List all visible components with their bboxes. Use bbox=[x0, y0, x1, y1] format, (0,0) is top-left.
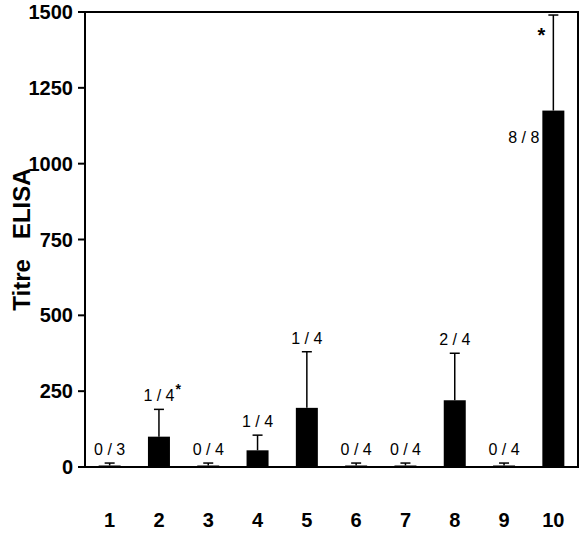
x-tick-label: 6 bbox=[351, 509, 362, 531]
bar bbox=[197, 465, 219, 467]
x-tick-label: 1 bbox=[104, 509, 115, 531]
x-tick-label: 5 bbox=[301, 509, 312, 531]
plot-frame bbox=[85, 12, 578, 467]
responder-label: 0 / 4 bbox=[341, 441, 372, 458]
x-tick-label: 3 bbox=[203, 509, 214, 531]
bar bbox=[394, 465, 416, 467]
error-bar bbox=[450, 353, 460, 400]
chart-container: 0 250 500 750 1000 1250 1500 Titre ELISA 1 2 3 4 5 6 7… bbox=[0, 0, 583, 543]
responder-label: 8 / 8 bbox=[508, 129, 539, 146]
x-tick-label: 8 bbox=[449, 509, 460, 531]
error-line bbox=[257, 435, 259, 450]
y-axis-label: Titre ELISA bbox=[8, 168, 35, 310]
y-tick bbox=[78, 163, 85, 165]
responder-label: 1 / 4 bbox=[143, 387, 174, 404]
x-tick-label: 4 bbox=[252, 509, 264, 531]
error-bar bbox=[499, 463, 509, 465]
error-bar bbox=[548, 15, 558, 111]
error-cap bbox=[548, 14, 558, 16]
y-tick bbox=[78, 390, 85, 392]
y-tick bbox=[78, 239, 85, 241]
y-tick bbox=[78, 87, 85, 89]
responder-label: 0 / 4 bbox=[193, 441, 224, 458]
bar bbox=[99, 465, 121, 467]
x-tick-label: 10 bbox=[542, 509, 564, 531]
error-bar bbox=[203, 463, 213, 465]
error-cap bbox=[203, 462, 213, 464]
y-tick bbox=[78, 314, 85, 316]
x-tick-label: 9 bbox=[498, 509, 509, 531]
x-tick-label: 2 bbox=[153, 509, 164, 531]
responder-label: 2 / 4 bbox=[439, 331, 470, 348]
y-tick-label: 750 bbox=[40, 229, 73, 251]
error-line bbox=[553, 15, 555, 111]
error-bar bbox=[302, 352, 312, 408]
error-cap bbox=[351, 462, 361, 464]
error-line bbox=[454, 353, 456, 400]
y-tick bbox=[78, 466, 85, 468]
bars bbox=[99, 15, 565, 467]
error-cap bbox=[450, 353, 460, 355]
error-bar bbox=[105, 463, 115, 465]
error-line bbox=[158, 409, 160, 436]
error-bar bbox=[253, 435, 263, 450]
y-tick-label: 0 bbox=[62, 456, 73, 478]
significance-mark: * bbox=[538, 24, 546, 46]
error-cap bbox=[105, 462, 115, 464]
y-tick-label: 1250 bbox=[29, 77, 74, 99]
responder-label: 0 / 4 bbox=[390, 441, 421, 458]
significance-mark: * bbox=[176, 381, 182, 397]
error-cap bbox=[302, 351, 312, 353]
error-bar bbox=[154, 409, 164, 436]
bar bbox=[148, 437, 170, 467]
error-bar bbox=[400, 463, 410, 465]
bar bbox=[444, 400, 466, 467]
bar bbox=[247, 450, 269, 467]
bar bbox=[542, 111, 564, 467]
x-tick-label: 7 bbox=[400, 509, 411, 531]
bar bbox=[345, 465, 367, 467]
error-line bbox=[306, 352, 308, 408]
responder-label: 0 / 4 bbox=[488, 441, 519, 458]
y-tick-label: 1500 bbox=[29, 1, 74, 23]
y-tick-label: 250 bbox=[40, 380, 73, 402]
error-bar bbox=[351, 463, 361, 465]
bar bbox=[296, 408, 318, 467]
responder-label: 1 / 4 bbox=[242, 413, 273, 430]
error-cap bbox=[499, 462, 509, 464]
responder-label: 1 / 4 bbox=[291, 330, 322, 347]
chart-svg: 0 250 500 750 1000 1250 1500 Titre ELISA 1 2 3 4 5 6 7… bbox=[0, 0, 583, 543]
y-tick-label: 500 bbox=[40, 304, 73, 326]
responder-label: 0 / 3 bbox=[94, 441, 125, 458]
bar bbox=[493, 465, 515, 467]
error-cap bbox=[400, 462, 410, 464]
error-cap bbox=[154, 409, 164, 411]
y-tick bbox=[78, 11, 85, 13]
error-cap bbox=[253, 434, 263, 436]
y-tick-label: 1000 bbox=[29, 153, 74, 175]
